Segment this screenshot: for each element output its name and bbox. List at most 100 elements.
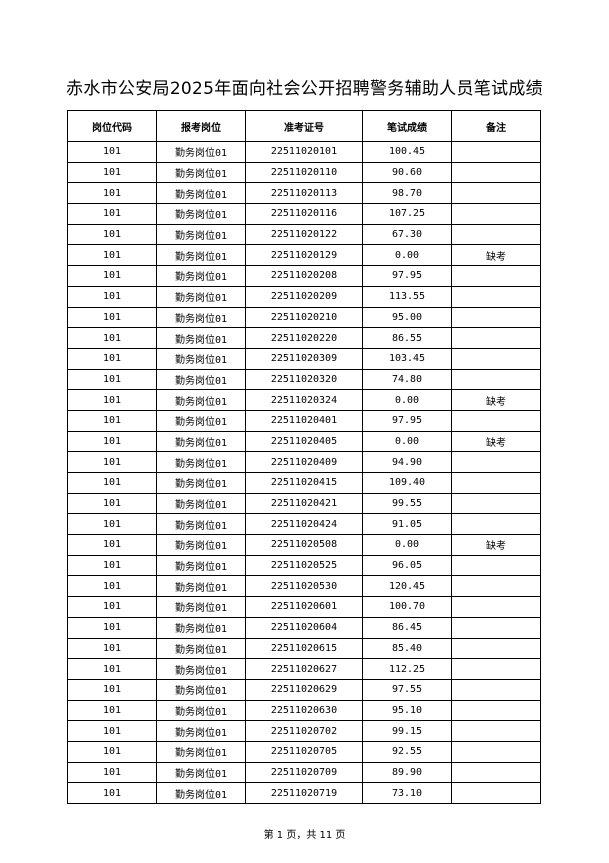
position-cell: 勤务岗位01 bbox=[156, 720, 246, 742]
position-cell: 勤务岗位01 bbox=[156, 782, 246, 804]
score-cell: 109.40 bbox=[362, 472, 452, 494]
position-cell: 勤务岗位01 bbox=[156, 306, 246, 329]
document-title: 赤水市公安局2025年面向社会公开招聘警务辅助人员笔试成绩 bbox=[66, 79, 543, 99]
remark-cell bbox=[451, 761, 541, 784]
score-cell: 73.10 bbox=[362, 782, 452, 804]
table-row: 101 勤务岗位01 22511020129 0.00 缺考 bbox=[67, 244, 541, 267]
table-row: 101 勤务岗位01 22511020627 112.25 bbox=[67, 658, 541, 680]
remark-cell: 缺考 bbox=[451, 534, 541, 556]
score-cell: 107.25 bbox=[362, 203, 452, 225]
score-cell: 94.90 bbox=[362, 451, 452, 473]
ticket-number-cell: 22511020113 bbox=[245, 182, 363, 205]
ticket-number-cell: 22511020705 bbox=[245, 740, 363, 763]
position-code-cell: 101 bbox=[67, 141, 157, 163]
position-cell: 勤务岗位01 bbox=[156, 575, 246, 598]
score-cell: 91.05 bbox=[362, 513, 452, 536]
remark-cell bbox=[451, 554, 541, 577]
position-code-cell: 101 bbox=[67, 451, 157, 473]
position-code-cell: 101 bbox=[67, 596, 157, 618]
ticket-number-cell: 22511020424 bbox=[245, 513, 363, 536]
remark-cell: 缺考 bbox=[451, 244, 541, 267]
position-code-cell: 101 bbox=[67, 616, 157, 639]
position-cell: 勤务岗位01 bbox=[156, 244, 246, 267]
scores-table: 岗位代码 报考岗位 准考证号 笔试成绩 备注 101 勤务岗位01 22511020… bbox=[67, 110, 541, 804]
position-code-cell: 101 bbox=[67, 720, 157, 742]
position-code-cell: 101 bbox=[67, 327, 157, 349]
score-cell: 103.45 bbox=[362, 347, 452, 370]
position-cell: 勤务岗位01 bbox=[156, 347, 246, 370]
score-cell: 112.25 bbox=[362, 658, 452, 680]
remark-cell bbox=[451, 327, 541, 349]
ticket-number-cell: 22511020627 bbox=[245, 658, 363, 680]
ticket-number-cell: 22511020709 bbox=[245, 761, 363, 784]
remark-cell bbox=[451, 720, 541, 742]
table-row: 101 勤务岗位01 22511020209 113.55 bbox=[67, 285, 541, 308]
table-row: 101 勤务岗位01 22511020601 100.70 bbox=[67, 596, 541, 618]
score-cell: 97.55 bbox=[362, 678, 452, 701]
table-row: 101 勤务岗位01 22511020709 89.90 bbox=[67, 761, 541, 784]
header-remark: 备注 bbox=[451, 110, 541, 142]
remark-cell bbox=[451, 513, 541, 536]
table-row: 101 勤务岗位01 22511020424 91.05 bbox=[67, 513, 541, 536]
table-row: 101 勤务岗位01 22511020525 96.05 bbox=[67, 554, 541, 577]
position-cell: 勤务岗位01 bbox=[156, 699, 246, 722]
table-row: 101 勤务岗位01 22511020409 94.90 bbox=[67, 451, 541, 473]
table-row: 101 勤务岗位01 22511020719 73.10 bbox=[67, 782, 541, 804]
ticket-number-cell: 22511020525 bbox=[245, 554, 363, 577]
table-row: 101 勤务岗位01 22511020210 95.00 bbox=[67, 306, 541, 329]
position-cell: 勤务岗位01 bbox=[156, 203, 246, 225]
position-cell: 勤务岗位01 bbox=[156, 637, 246, 660]
remark-cell bbox=[451, 596, 541, 618]
position-code-cell: 101 bbox=[67, 285, 157, 308]
position-cell: 勤务岗位01 bbox=[156, 596, 246, 618]
score-cell: 74.80 bbox=[362, 368, 452, 391]
table-row: 101 勤务岗位01 22511020630 95.10 bbox=[67, 699, 541, 722]
remark-cell bbox=[451, 203, 541, 225]
ticket-number-cell: 22511020101 bbox=[245, 141, 363, 163]
score-cell: 0.00 bbox=[362, 244, 452, 267]
remark-cell bbox=[451, 368, 541, 391]
score-cell: 86.45 bbox=[362, 616, 452, 639]
remark-cell bbox=[451, 658, 541, 680]
remark-cell bbox=[451, 637, 541, 660]
position-cell: 勤务岗位01 bbox=[156, 472, 246, 494]
score-cell: 67.30 bbox=[362, 223, 452, 246]
position-cell: 勤务岗位01 bbox=[156, 265, 246, 287]
ticket-number-cell: 22511020324 bbox=[245, 389, 363, 411]
score-cell: 0.00 bbox=[362, 534, 452, 556]
ticket-number-cell: 22511020629 bbox=[245, 678, 363, 701]
position-cell: 勤务岗位01 bbox=[156, 740, 246, 763]
position-code-cell: 101 bbox=[67, 575, 157, 598]
remark-cell bbox=[451, 451, 541, 473]
score-cell: 100.45 bbox=[362, 141, 452, 163]
score-cell: 0.00 bbox=[362, 430, 452, 453]
position-code-cell: 101 bbox=[67, 678, 157, 701]
ticket-number-cell: 22511020615 bbox=[245, 637, 363, 660]
position-code-cell: 101 bbox=[67, 472, 157, 494]
table-row: 101 勤务岗位01 22511020116 107.25 bbox=[67, 203, 541, 225]
score-cell: 96.05 bbox=[362, 554, 452, 577]
position-cell: 勤务岗位01 bbox=[156, 409, 246, 432]
ticket-number-cell: 22511020401 bbox=[245, 409, 363, 432]
position-cell: 勤务岗位01 bbox=[156, 327, 246, 349]
table-row: 101 勤务岗位01 22511020208 97.95 bbox=[67, 265, 541, 287]
score-cell: 100.70 bbox=[362, 596, 452, 618]
score-cell: 97.95 bbox=[362, 265, 452, 287]
table-row: 101 勤务岗位01 22511020604 86.45 bbox=[67, 616, 541, 639]
position-cell: 勤务岗位01 bbox=[156, 761, 246, 784]
position-code-cell: 101 bbox=[67, 658, 157, 680]
position-code-cell: 101 bbox=[67, 492, 157, 515]
table-row: 101 勤务岗位01 22511020320 74.80 bbox=[67, 368, 541, 391]
position-cell: 勤务岗位01 bbox=[156, 678, 246, 701]
ticket-number-cell: 22511020601 bbox=[245, 596, 363, 618]
remark-cell bbox=[451, 492, 541, 515]
position-cell: 勤务岗位01 bbox=[156, 389, 246, 411]
table-row: 101 勤务岗位01 22511020110 90.60 bbox=[67, 161, 541, 184]
score-cell: 92.55 bbox=[362, 740, 452, 763]
position-code-cell: 101 bbox=[67, 409, 157, 432]
position-cell: 勤务岗位01 bbox=[156, 430, 246, 453]
remark-cell: 缺考 bbox=[451, 389, 541, 411]
position-cell: 勤务岗位01 bbox=[156, 451, 246, 473]
remark-cell bbox=[451, 699, 541, 722]
position-code-cell: 101 bbox=[67, 699, 157, 722]
